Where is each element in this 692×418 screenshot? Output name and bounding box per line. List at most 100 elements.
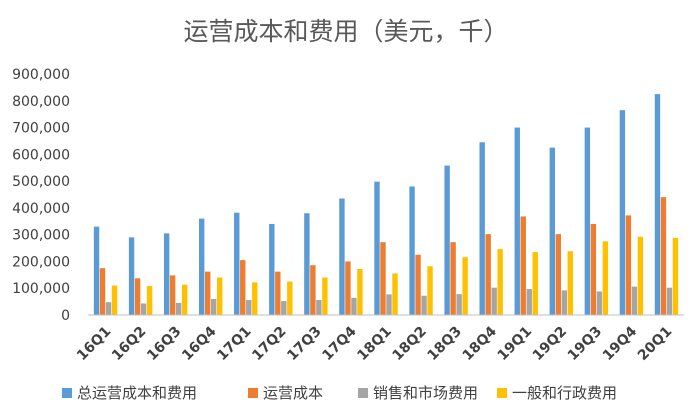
bar <box>281 301 287 315</box>
x-tick-label: 19Q4 <box>600 323 641 364</box>
x-tick-label: 16Q2 <box>109 324 149 364</box>
bar <box>450 242 456 315</box>
bar <box>211 298 217 315</box>
bar <box>637 236 644 315</box>
bar <box>134 278 141 315</box>
bar <box>374 181 380 315</box>
bar <box>386 294 392 315</box>
bar <box>181 284 188 315</box>
bar <box>128 237 135 315</box>
bar <box>240 260 246 315</box>
bar <box>252 282 258 315</box>
bar <box>217 277 223 315</box>
y-tick-label: 600,000 <box>12 147 70 163</box>
bar <box>175 302 182 315</box>
y-tick-label: 900,000 <box>12 67 70 83</box>
x-tick-label: 18Q4 <box>460 323 501 364</box>
bar <box>532 252 538 315</box>
y-tick-label: 200,000 <box>12 254 70 270</box>
bar <box>316 300 322 315</box>
x-tick-label: 19Q3 <box>565 324 605 364</box>
legend-label: 运营成本 <box>263 384 323 402</box>
y-tick-label: 800,000 <box>12 94 70 110</box>
x-tick-label: 17Q1 <box>214 324 254 364</box>
bar <box>205 271 211 315</box>
bar <box>140 303 147 315</box>
bar <box>287 281 293 315</box>
bar <box>163 233 170 315</box>
bar <box>584 127 591 315</box>
bar <box>549 147 555 315</box>
legend-label: 总运营成本和费用 <box>77 384 197 402</box>
bar <box>234 212 240 315</box>
bar <box>380 242 386 315</box>
bar <box>269 223 275 315</box>
bar <box>339 198 345 315</box>
x-tick-label: 16Q3 <box>144 324 184 364</box>
x-tick-label: 17Q4 <box>319 323 360 364</box>
bar <box>561 290 567 315</box>
bar <box>660 197 667 315</box>
bar <box>526 289 532 315</box>
y-tick-label: 700,000 <box>12 121 70 137</box>
x-axis: 16Q116Q216Q316Q417Q117Q217Q317Q418Q118Q2… <box>74 323 675 364</box>
legend: 总运营成本和费用 运营成本 销售和市场费用 一般和行政费用 <box>62 384 617 402</box>
x-tick-label: 18Q3 <box>425 324 465 364</box>
bar <box>199 218 205 315</box>
bar <box>345 261 351 315</box>
y-tick-label: 400,000 <box>12 201 70 217</box>
legend-label: 销售和市场费用 <box>373 384 478 402</box>
bar <box>392 273 398 315</box>
bar <box>93 226 100 315</box>
legend-swatch <box>62 388 72 398</box>
legend-swatch <box>358 388 368 398</box>
bar <box>246 300 252 315</box>
x-tick-label: 18Q2 <box>389 324 429 364</box>
bar <box>351 297 357 315</box>
y-tick-label: 0 <box>61 308 70 324</box>
bar <box>99 268 106 315</box>
bar <box>479 142 485 315</box>
bar <box>357 268 363 315</box>
bar <box>625 215 632 315</box>
x-tick-label: 19Q1 <box>495 324 535 364</box>
y-tick-label: 500,000 <box>12 174 70 190</box>
bar <box>567 251 573 315</box>
bar <box>631 286 638 315</box>
bar <box>619 110 626 316</box>
bar <box>520 216 526 315</box>
x-tick-label: 20Q1 <box>635 324 675 364</box>
bar <box>275 271 281 315</box>
bar <box>444 165 450 315</box>
bar <box>654 94 661 315</box>
bar <box>497 249 503 315</box>
bar <box>491 287 497 315</box>
bar <box>672 237 679 315</box>
bar <box>310 265 316 315</box>
bar <box>105 302 112 315</box>
legend-swatch <box>497 388 507 398</box>
legend-swatch <box>248 388 258 398</box>
bar <box>421 295 427 315</box>
x-tick-label: 17Q3 <box>284 324 324 364</box>
bar <box>485 234 491 315</box>
bar <box>596 291 603 315</box>
x-tick-label: 17Q2 <box>249 324 289 364</box>
bar <box>456 294 462 315</box>
chart-title: 运营成本和费用（美元，千） <box>183 17 508 46</box>
x-tick-label: 16Q4 <box>179 323 220 364</box>
bar <box>666 287 673 315</box>
bar <box>462 257 468 315</box>
bar <box>514 127 520 315</box>
y-tick-label: 300,000 <box>12 228 70 244</box>
x-tick-label: 16Q1 <box>74 324 114 364</box>
y-tick-label: 100,000 <box>12 281 70 297</box>
bar <box>555 234 561 315</box>
bar <box>409 186 415 315</box>
y-axis: 0 100,000 200,000 300,000 400,000 500,000 600,… <box>12 67 70 324</box>
x-tick-label: 19Q2 <box>530 324 570 364</box>
bar <box>111 285 118 315</box>
bar <box>169 275 176 315</box>
bars <box>93 94 679 316</box>
